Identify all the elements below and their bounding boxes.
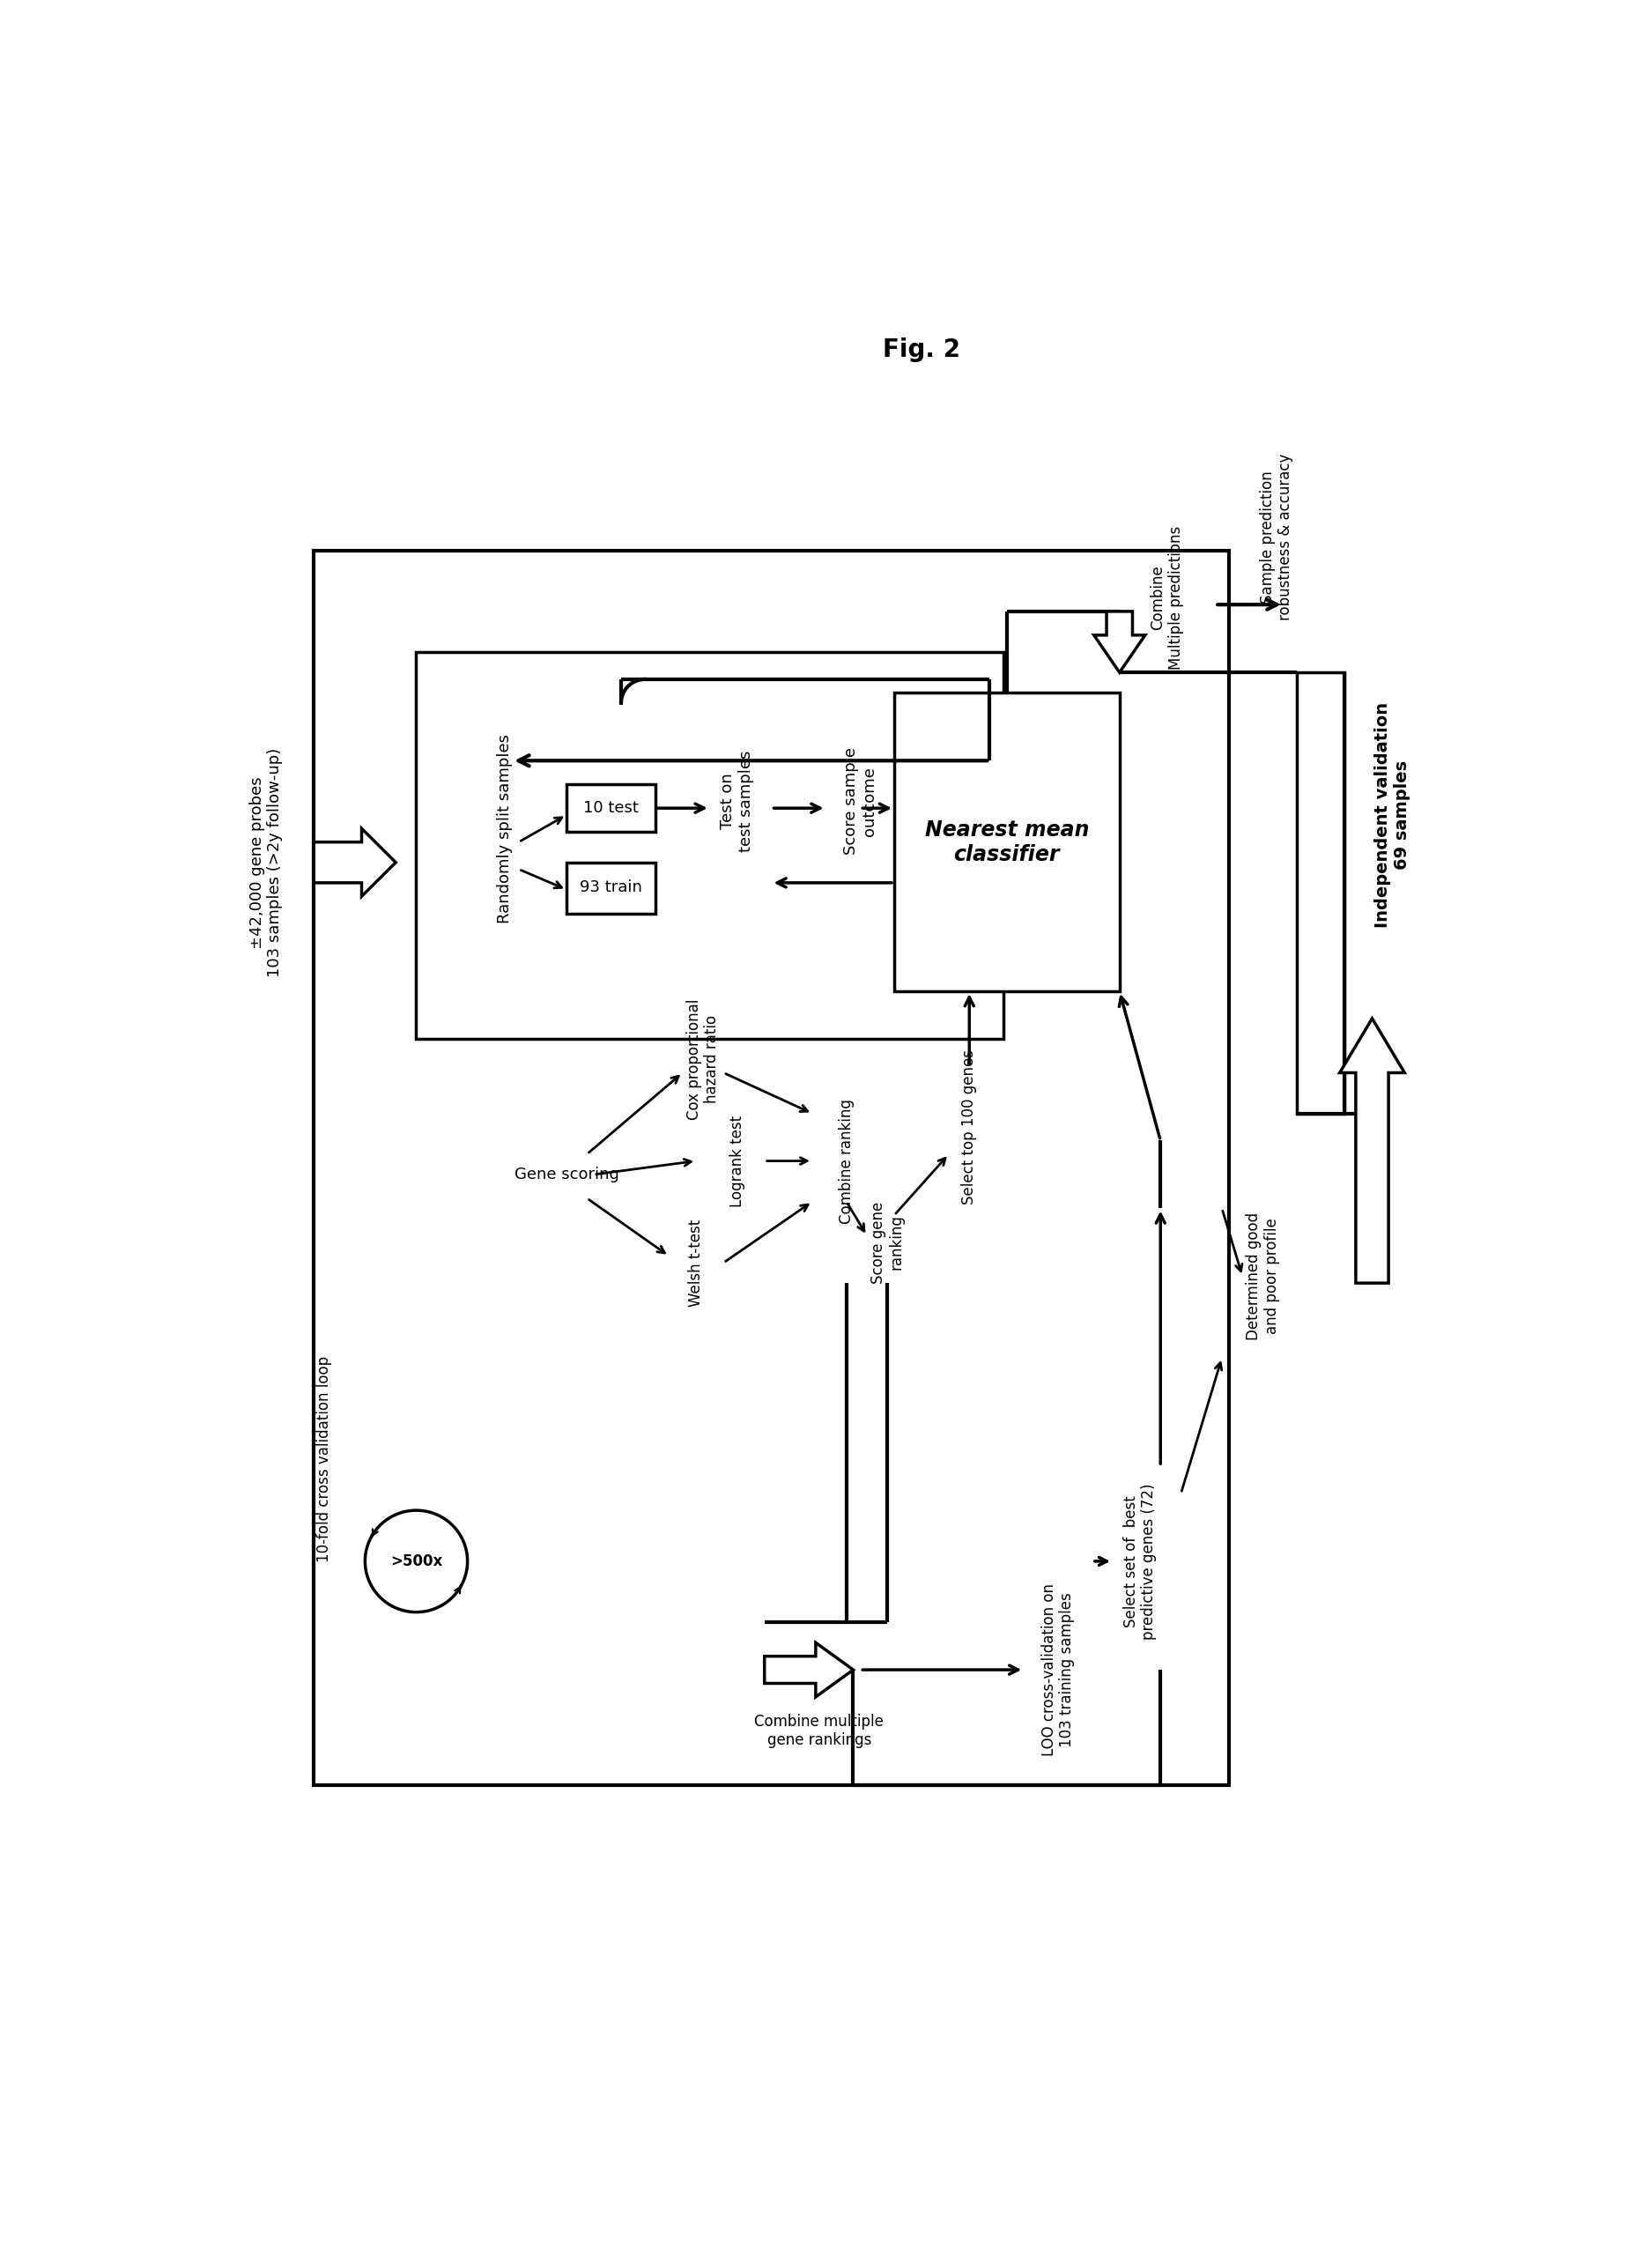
Text: Combine
Multiple predictions: Combine Multiple predictions: [1150, 526, 1184, 669]
FancyArrow shape: [1338, 1018, 1404, 1284]
Text: Sample prediction
robustness & accuracy: Sample prediction robustness & accuracy: [1258, 454, 1292, 619]
Text: Independent validation
69 samples: Independent validation 69 samples: [1374, 703, 1410, 928]
Text: ±42,000 gene probes
103 samples (>2y follow-up): ±42,000 gene probes 103 samples (>2y fol…: [249, 748, 283, 978]
FancyBboxPatch shape: [314, 551, 1229, 1785]
Text: LOO cross-validation on
103 training samples: LOO cross-validation on 103 training sam…: [1040, 1583, 1075, 1755]
Text: >500x: >500x: [389, 1554, 442, 1569]
FancyBboxPatch shape: [566, 862, 654, 914]
Text: Score gene
ranking: Score gene ranking: [870, 1202, 905, 1284]
FancyBboxPatch shape: [416, 653, 1003, 1039]
FancyArrow shape: [314, 828, 396, 896]
Text: Logrank test: Logrank test: [730, 1116, 744, 1207]
Text: 10 test: 10 test: [582, 801, 638, 816]
Text: Cox proportional
hazard ratio: Cox proportional hazard ratio: [685, 998, 720, 1120]
Text: Determined good
and poor profile: Determined good and poor profile: [1245, 1213, 1279, 1340]
Text: 10-fold cross validation loop: 10-fold cross validation loop: [316, 1356, 332, 1563]
Text: Fig. 2: Fig. 2: [882, 338, 960, 363]
Text: Welsh t-test: Welsh t-test: [687, 1218, 703, 1306]
FancyBboxPatch shape: [893, 692, 1119, 991]
Text: Nearest mean
classifier: Nearest mean classifier: [924, 819, 1088, 864]
FancyBboxPatch shape: [1296, 671, 1345, 1114]
Text: 93 train: 93 train: [579, 880, 641, 896]
Text: Test on
test samples: Test on test samples: [720, 751, 754, 853]
FancyArrow shape: [764, 1642, 852, 1696]
Text: Combine ranking: Combine ranking: [838, 1098, 854, 1222]
Text: Select top 100 genes: Select top 100 genes: [960, 1050, 977, 1204]
Text: Gene scoring: Gene scoring: [514, 1166, 618, 1182]
FancyArrow shape: [1093, 612, 1145, 671]
Text: Score sample
outcome: Score sample outcome: [843, 748, 877, 855]
FancyBboxPatch shape: [566, 785, 654, 832]
Text: Combine multiple
gene rankings: Combine multiple gene rankings: [754, 1715, 883, 1749]
Text: Randomly split samples: Randomly split samples: [497, 735, 512, 923]
Text: Select set of  best
predictive genes (72): Select set of best predictive genes (72): [1122, 1483, 1157, 1640]
